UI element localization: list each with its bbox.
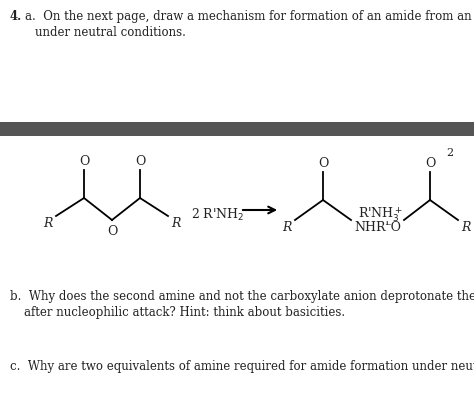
Text: O: O: [79, 155, 89, 168]
Text: c.  Why are two equivalents of amine required for amide formation under neutral : c. Why are two equivalents of amine requ…: [10, 360, 474, 373]
Text: NHR': NHR': [354, 221, 389, 234]
Text: O: O: [318, 157, 328, 170]
Text: under neutral conditions.: under neutral conditions.: [35, 26, 186, 39]
Bar: [0, 122, 474, 136]
Text: a.  On the next page, draw a mechanism for formation of an amide from an acid an: a. On the next page, draw a mechanism fo…: [25, 10, 474, 23]
Text: ⁻O: ⁻O: [384, 221, 401, 234]
Text: O: O: [135, 155, 145, 168]
Text: 2: 2: [447, 148, 454, 158]
Text: 2 R'NH$_2$: 2 R'NH$_2$: [191, 207, 245, 223]
Text: 4.: 4.: [10, 10, 22, 23]
Text: R: R: [461, 221, 470, 234]
Text: R: R: [283, 221, 292, 234]
Text: O: O: [425, 157, 435, 170]
Text: R: R: [44, 217, 53, 230]
Text: after nucleophilic attack? Hint: think about basicities.: after nucleophilic attack? Hint: think a…: [24, 306, 345, 319]
Text: b.  Why does the second amine and not the carboxylate anion deprotonate the firs: b. Why does the second amine and not the…: [10, 290, 474, 303]
Text: R'NH$_3^+$: R'NH$_3^+$: [357, 206, 402, 224]
Text: R: R: [171, 217, 181, 230]
Text: O: O: [107, 225, 117, 238]
